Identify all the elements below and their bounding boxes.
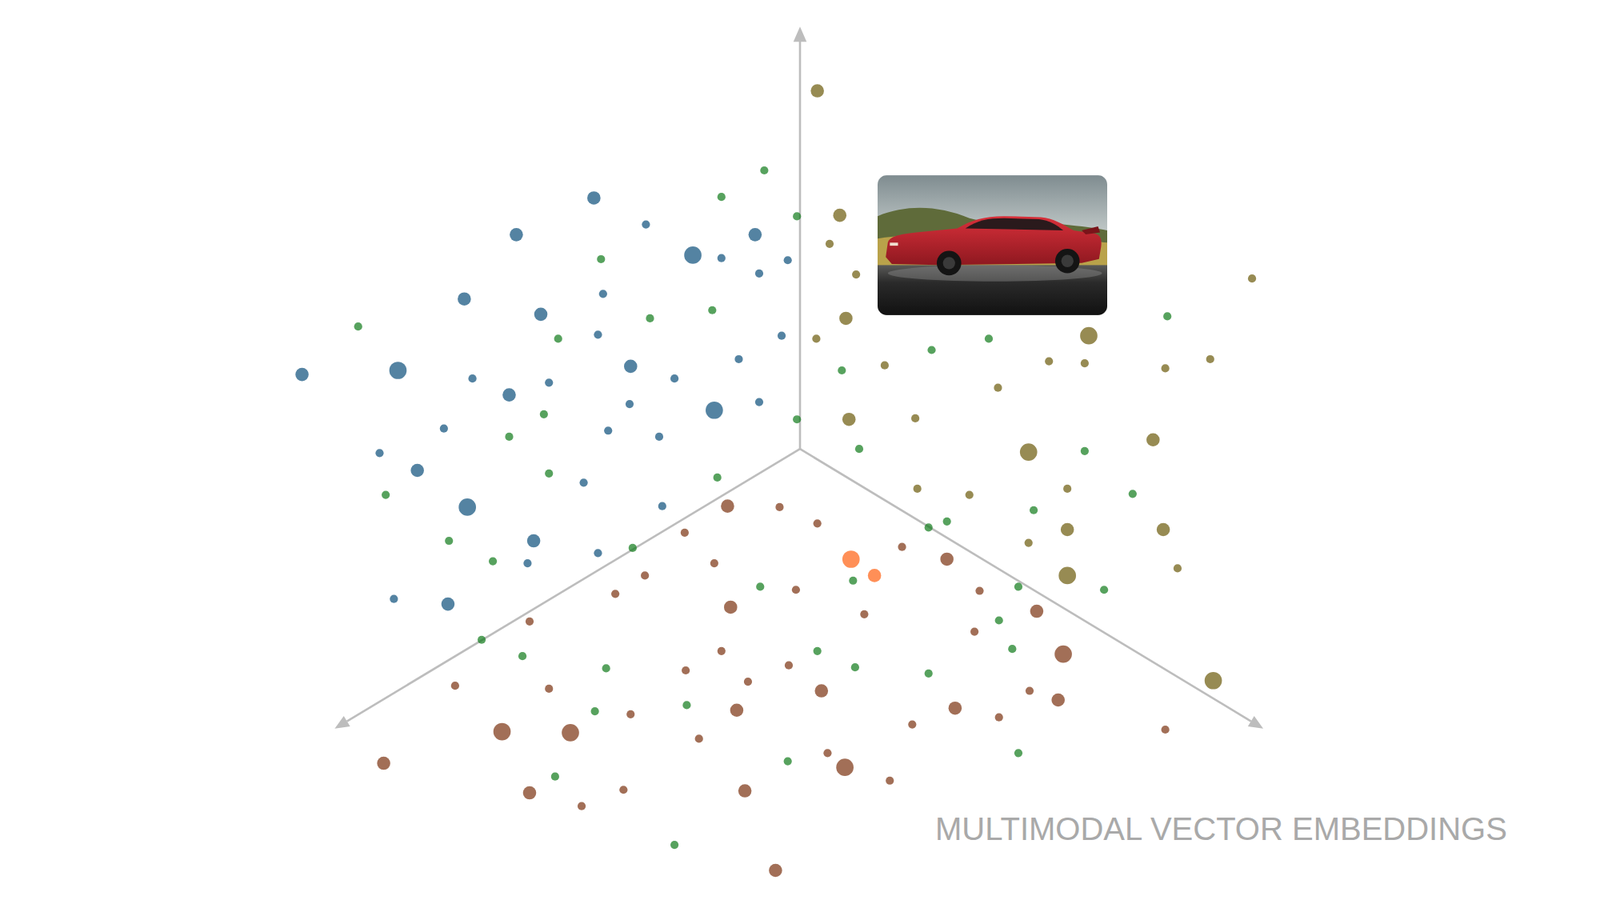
svg-text:MULTIMODAL VECTOR EMBEDDINGS: MULTIMODAL VECTOR EMBEDDINGS [935,811,1508,847]
